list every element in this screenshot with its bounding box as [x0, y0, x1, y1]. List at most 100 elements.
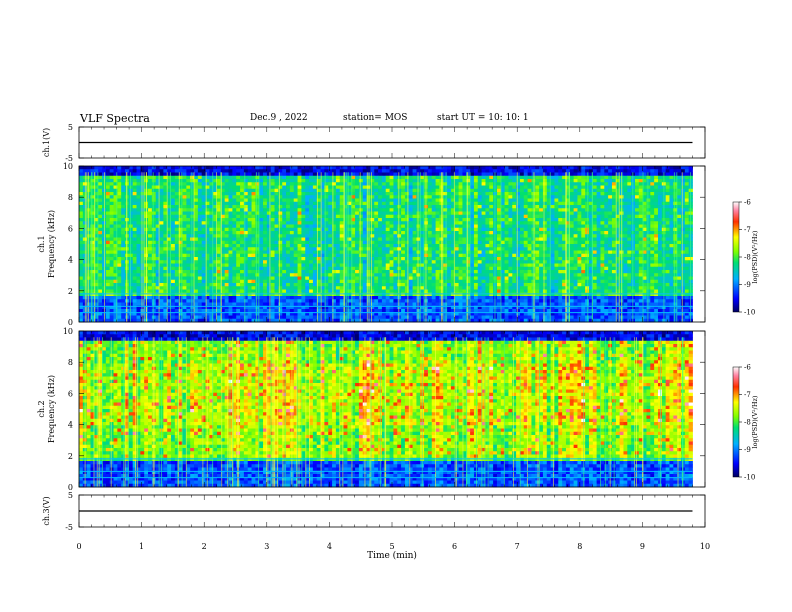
spectrogram-cell	[485, 192, 490, 196]
spectrogram-cell	[539, 172, 544, 177]
spectrogram-cell	[132, 198, 137, 203]
spectrogram-cell	[148, 192, 153, 196]
spectrogram-cell	[335, 195, 341, 199]
spectrogram-cell	[431, 179, 436, 183]
spectrogram-cell	[427, 260, 433, 264]
spectrogram-cell	[650, 188, 655, 193]
spectrogram-cell	[251, 175, 256, 180]
spectrogram-cell	[362, 192, 367, 196]
spectrogram-cell	[278, 221, 283, 225]
spectrogram-cell	[274, 188, 279, 193]
spectrogram-cell	[447, 224, 452, 229]
spectrogram-cell	[477, 231, 482, 235]
spectrogram-cell	[174, 192, 180, 196]
spectrogram-cell	[155, 205, 160, 209]
spectrogram-cell	[171, 231, 176, 235]
spectrogram-cell	[512, 260, 517, 264]
spectrogram-cell	[642, 195, 647, 199]
spectrogram-cell	[477, 247, 482, 251]
spectrogram-cell	[140, 188, 145, 193]
spectrogram-cell	[404, 211, 410, 216]
spectrogram-cell	[627, 169, 632, 173]
spectrogram-cell	[657, 195, 663, 199]
spectrogram-cell	[228, 250, 233, 255]
spectrogram-cell	[259, 172, 264, 177]
spectrogram-cell	[220, 244, 226, 248]
spectrogram-cell	[519, 234, 525, 238]
spectrogram-cell	[132, 250, 137, 255]
spectrogram-cell	[286, 227, 291, 232]
spectrogram-cell	[535, 205, 540, 209]
spectrogram-cell	[243, 257, 249, 261]
spectrogram-cell	[447, 227, 452, 232]
spectrogram-cell	[519, 231, 525, 235]
spectrogram-cell	[600, 240, 605, 245]
spectrogram-cell	[542, 198, 548, 203]
spectrogram-cell	[128, 205, 134, 209]
spectrogram-cell	[611, 218, 617, 222]
spectrogram-cell	[194, 227, 199, 232]
spectrogram-cell	[631, 166, 636, 170]
spectrogram-cell	[251, 260, 256, 264]
spectrogram-cell	[500, 240, 505, 245]
spectrogram-cell	[343, 211, 348, 216]
spectrogram-cell	[397, 214, 402, 219]
spectrogram-cell	[289, 172, 295, 177]
spectrogram-cell	[266, 188, 272, 193]
spectrogram-cell	[201, 257, 206, 261]
spectrogram-cell	[113, 244, 118, 248]
spectrogram-cell	[523, 185, 528, 190]
spectrogram-cell	[159, 263, 164, 268]
spectrogram-cell	[665, 231, 670, 235]
spectrogram-cell	[109, 257, 114, 261]
spectrogram-cell	[385, 198, 390, 203]
spectrogram-cell	[236, 244, 241, 248]
spectrogram-cell	[673, 247, 678, 251]
spectrogram-cell	[650, 179, 655, 183]
spectrogram-cell	[481, 257, 486, 261]
spectrogram-cell	[79, 263, 84, 268]
spectrogram-cell	[508, 218, 513, 222]
spectrogram-cell	[500, 227, 505, 232]
spectrogram-cell	[370, 227, 375, 232]
spectrogram-cell	[105, 201, 111, 206]
spectrogram-cell	[362, 185, 367, 190]
spectrogram-cell	[309, 179, 314, 183]
spectrogram-cell	[623, 250, 628, 255]
spectrogram-cell	[174, 234, 180, 238]
spectrogram-cell	[247, 211, 252, 216]
spectrogram-cell	[397, 172, 402, 177]
spectrogram-cell	[163, 195, 168, 199]
spectrogram-cell	[458, 237, 463, 242]
spectrogram-cell	[320, 182, 325, 186]
spectrogram-cell	[665, 182, 670, 186]
spectrogram-cell	[385, 166, 390, 170]
spectrogram-cell	[293, 208, 298, 212]
spectrogram-cell	[343, 195, 348, 199]
spectrogram-cell	[109, 250, 114, 255]
spectrogram-cell	[174, 169, 180, 173]
spectrogram-cell	[611, 179, 617, 183]
spectrogram-cell	[508, 250, 513, 255]
spectrogram-cell	[247, 227, 252, 232]
spectrogram-cell	[324, 195, 329, 199]
spectrogram-cell	[489, 221, 494, 225]
spectrogram-cell	[443, 253, 448, 258]
spectrogram-cell	[247, 198, 252, 203]
spectrogram-cell	[577, 231, 582, 235]
spectrogram-cell	[500, 179, 505, 183]
spectrogram-cell	[623, 175, 628, 180]
spectrogram-cell	[677, 257, 682, 261]
spectrogram-cell	[573, 237, 578, 242]
spectrogram-cell	[477, 224, 482, 229]
spectrogram-cell	[328, 175, 333, 180]
spectrogram-cell	[588, 205, 594, 209]
spectrogram-cell	[247, 253, 252, 258]
spectrogram-cell	[404, 169, 410, 173]
spectrogram-cell	[608, 169, 613, 173]
spectrogram-cell	[228, 198, 233, 203]
spectrogram-cell	[642, 227, 647, 232]
spectrogram-cell	[450, 201, 456, 206]
spectrogram-cell	[263, 195, 268, 199]
spectrogram-cell	[408, 253, 413, 258]
